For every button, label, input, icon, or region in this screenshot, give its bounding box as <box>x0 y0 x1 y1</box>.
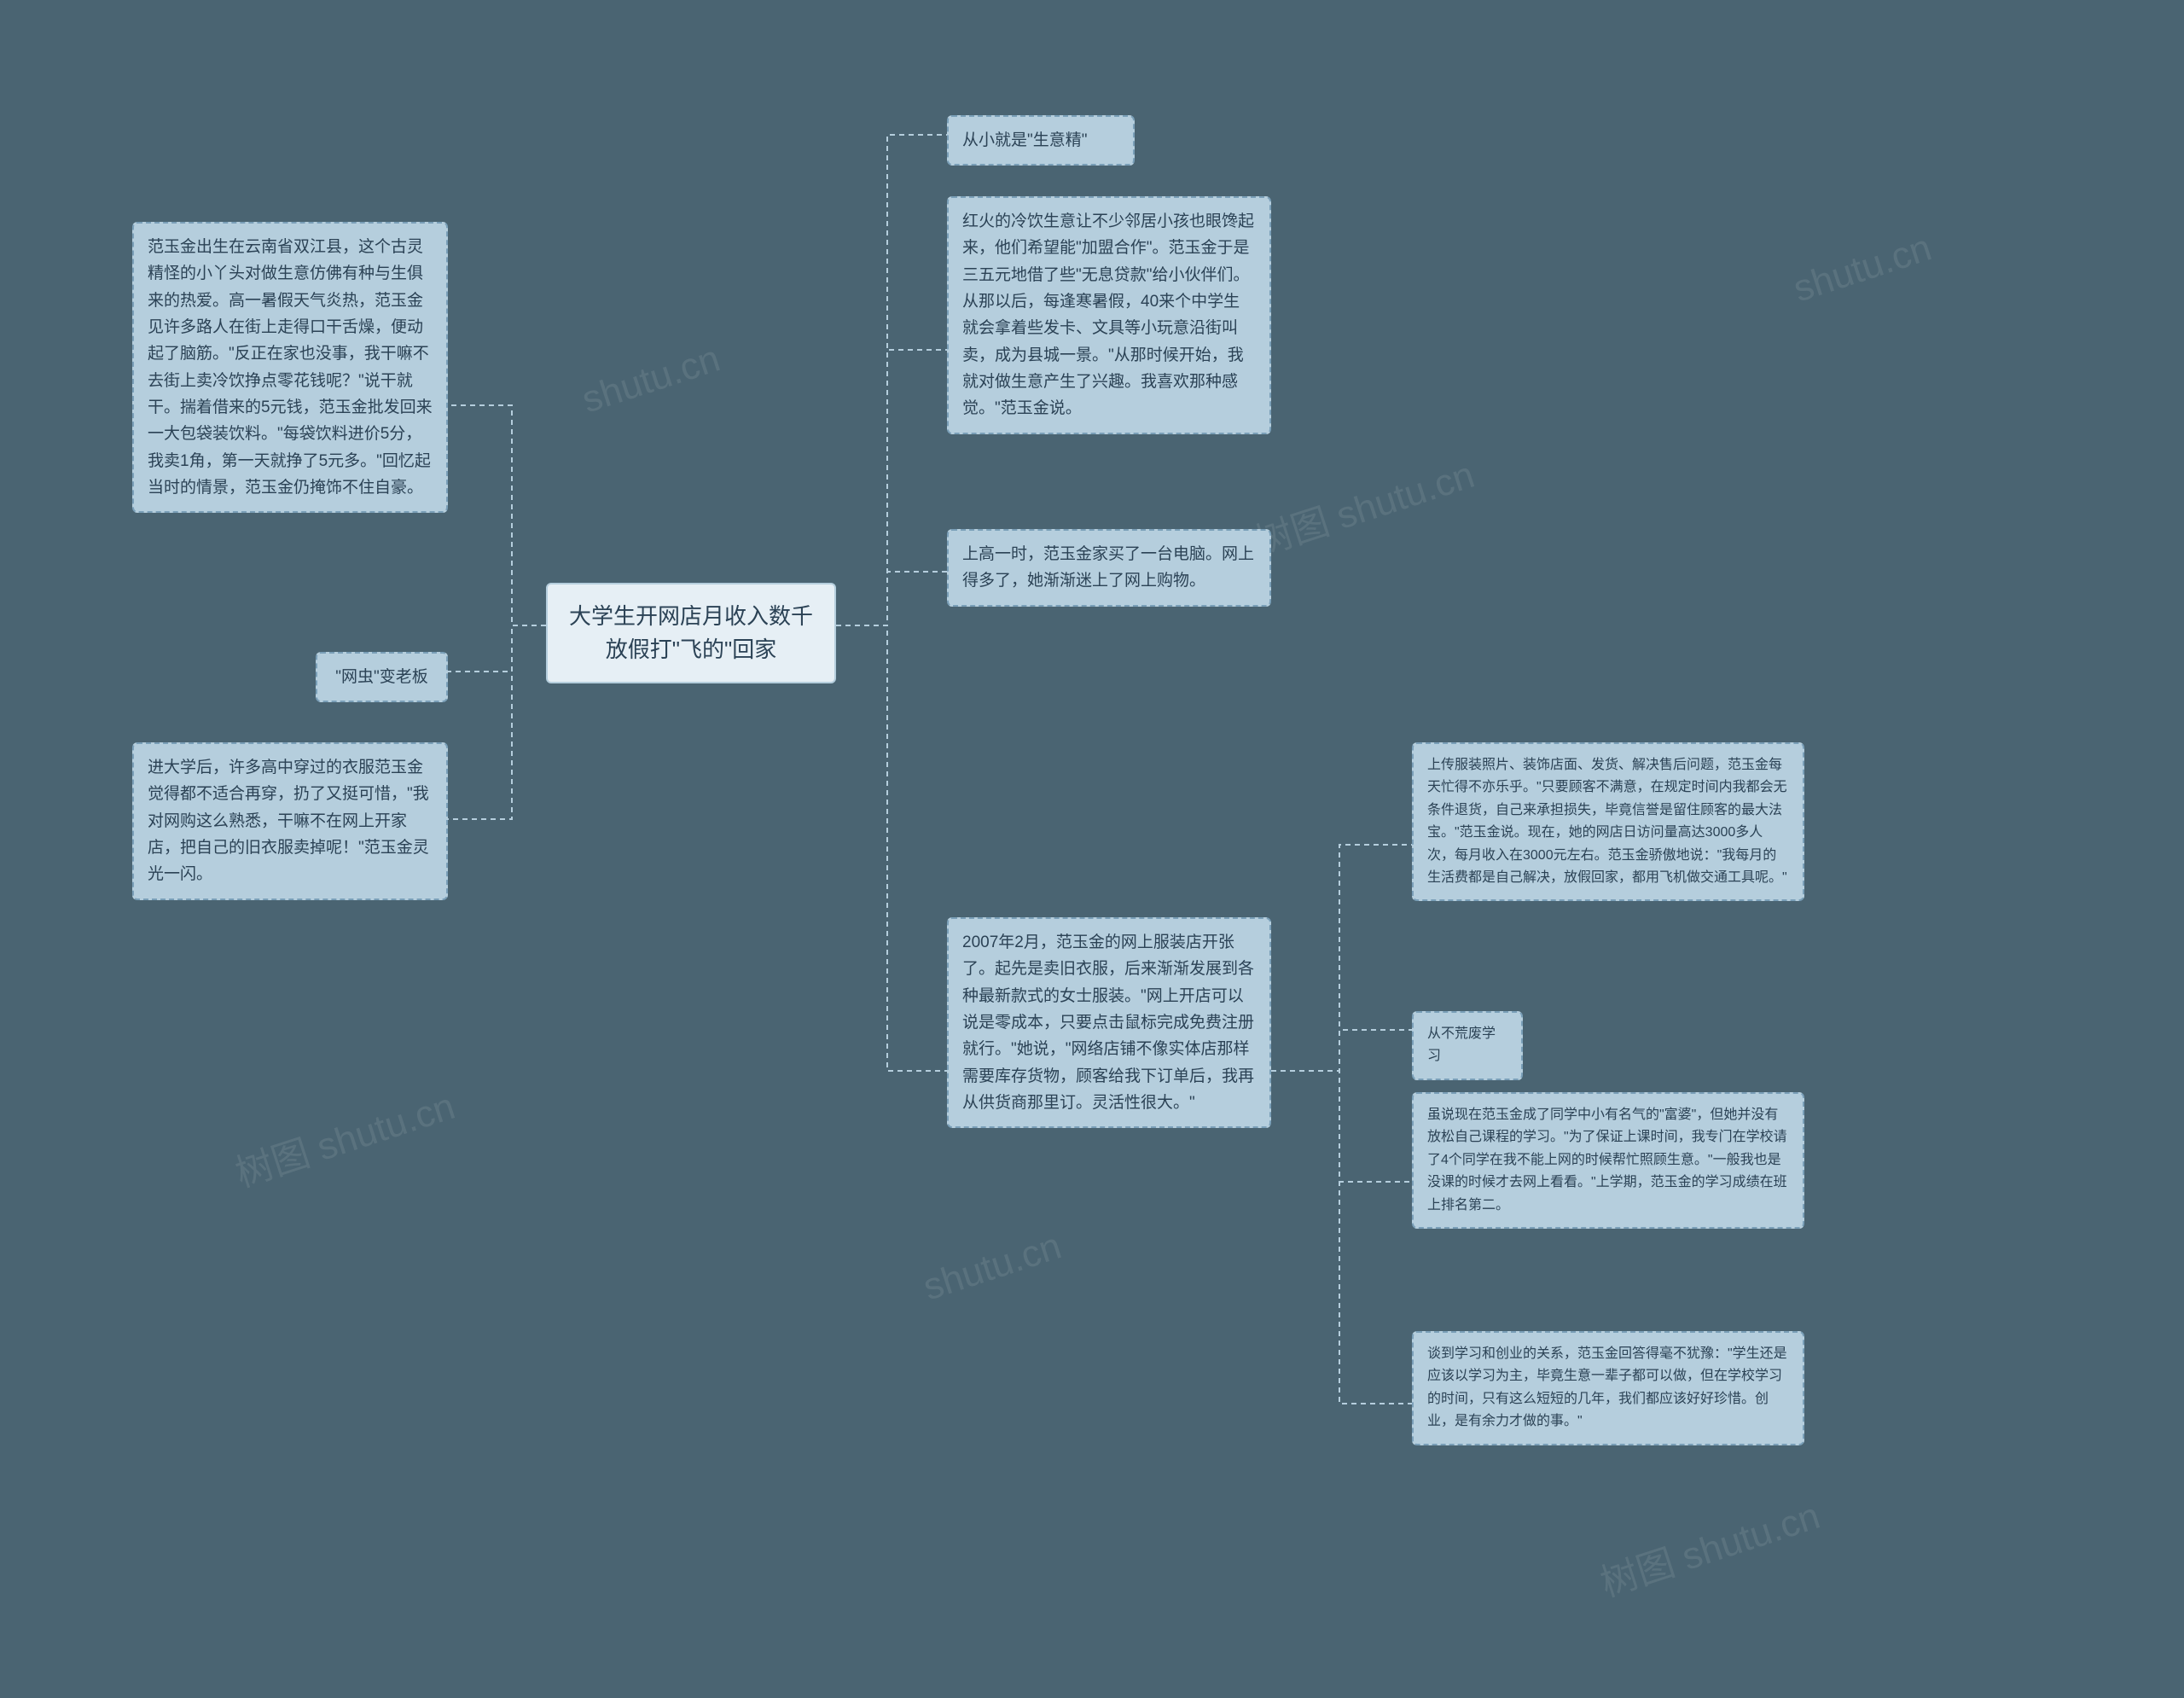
node-left-story2[interactable]: 进大学后，许多高中穿过的衣服范玉金觉得都不适合再穿，扔了又挺可惜，"我对网购这么… <box>132 742 448 900</box>
node-right-computer[interactable]: 上高一时，范玉金家买了一台电脑。网上得多了，她渐渐迷上了网上购物。 <box>947 529 1271 607</box>
watermark: 树图 shutu.cn <box>1593 1485 1826 1607</box>
node-right-coldDrink[interactable]: 红火的冷饮生意让不少邻居小孩也眼馋起来，他们希望能"加盟合作"。范玉金于是三五元… <box>947 196 1271 434</box>
root-title-line2: 放假打"飞的"回家 <box>566 633 816 666</box>
node-r4-balance[interactable]: 谈到学习和创业的关系，范玉金回答得毫不犹豫："学生还是应该以学习为主，毕竟生意一… <box>1412 1331 1804 1445</box>
node-r4-study-title[interactable]: 从不荒废学习 <box>1412 1011 1523 1080</box>
root-title-line1: 大学生开网店月收入数千 <box>566 600 816 633</box>
watermark: shutu.cn <box>1788 227 1937 311</box>
node-left-netboss[interactable]: "网虫"变老板 <box>316 652 448 702</box>
mindmap-root[interactable]: 大学生开网店月收入数千 放假打"飞的"回家 <box>546 583 836 683</box>
node-r4-upload[interactable]: 上传服装照片、装饰店面、发货、解决售后问题，范玉金每天忙得不亦乐乎。"只要顾客不… <box>1412 742 1804 901</box>
watermark: 树图 shutu.cn <box>1247 444 1480 566</box>
node-left-story1[interactable]: 范玉金出生在云南省双江县，这个古灵精怪的小丫头对做生意仿佛有种与生俱来的热爱。高… <box>132 222 448 513</box>
node-r4-rich[interactable]: 虽说现在范玉金成了同学中小有名气的"富婆"，但她并没有放松自己课程的学习。"为了… <box>1412 1092 1804 1229</box>
watermark: 树图 shutu.cn <box>228 1075 461 1197</box>
watermark: shutu.cn <box>577 338 725 422</box>
watermark: shutu.cn <box>918 1225 1066 1310</box>
node-right-biz-sense[interactable]: 从小就是"生意精" <box>947 115 1135 166</box>
node-right-shop2007[interactable]: 2007年2月，范玉金的网上服装店开张了。起先是卖旧衣服，后来渐渐发展到各种最新… <box>947 917 1271 1128</box>
